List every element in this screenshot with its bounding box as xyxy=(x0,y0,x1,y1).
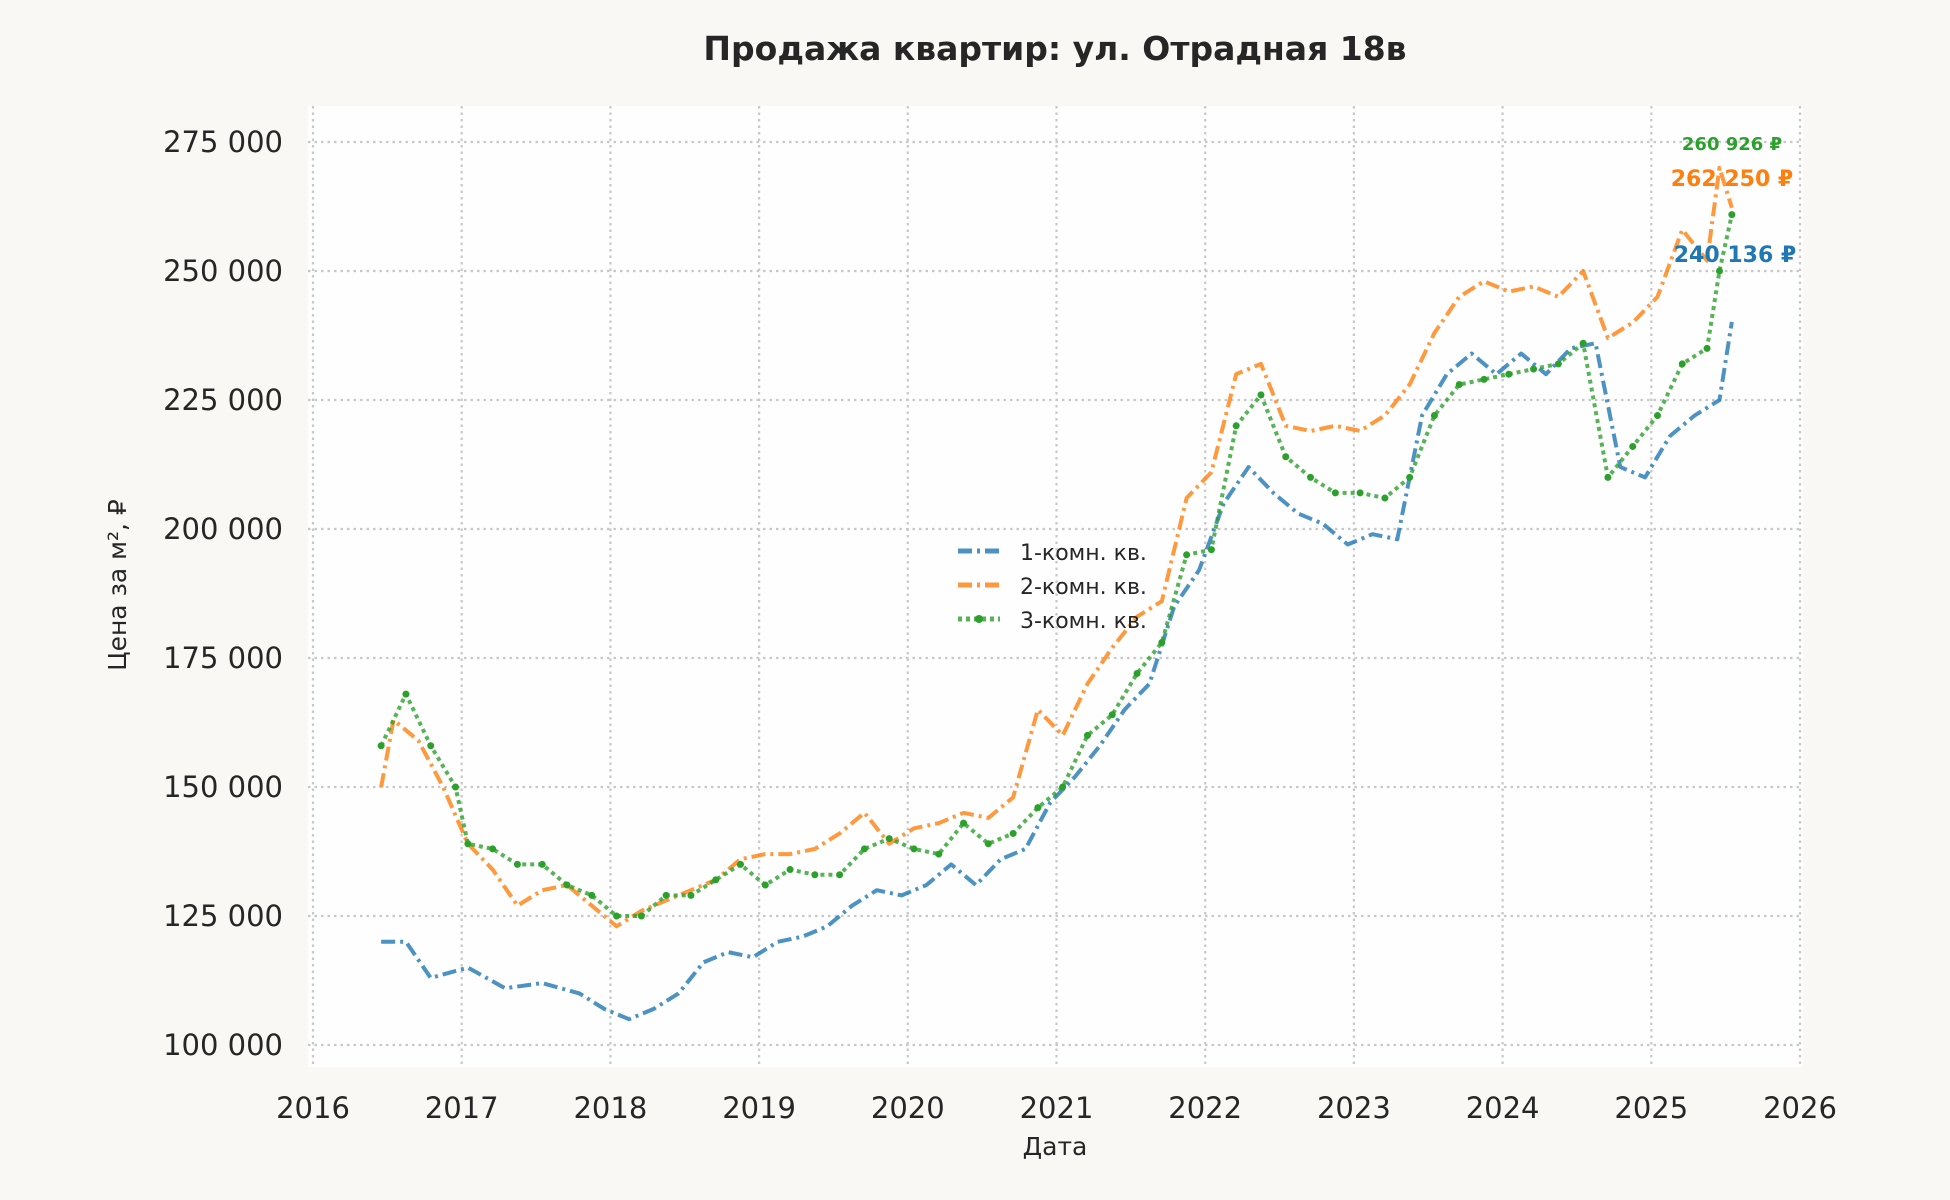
series-line-3room xyxy=(379,214,1734,918)
data-point-3room xyxy=(1530,365,1538,373)
data-point-3room xyxy=(563,881,571,889)
data-point-3room xyxy=(1554,360,1562,368)
x-tick-label: 2016 xyxy=(276,1091,350,1125)
y-tick-label: 275 000 xyxy=(163,125,283,159)
x-tick-labels: 2016 2017 2018 2019 2020 2021 2022 2023 2024 2025… xyxy=(276,1091,1837,1125)
x-tick-label: 2021 xyxy=(1020,1091,1094,1125)
chart-title: Продажа квартир: ул. Отрадная 18в xyxy=(703,29,1406,68)
x-tick-label: 2026 xyxy=(1763,1091,1837,1125)
data-point-3room xyxy=(910,845,918,853)
legend-label-2room: 2-комн. кв. xyxy=(1020,575,1147,600)
data-point-3room xyxy=(1232,422,1240,430)
data-point-3room xyxy=(1455,381,1463,389)
data-point-3room xyxy=(761,881,769,889)
data-point-3room xyxy=(1207,546,1215,554)
data-point-3room xyxy=(1703,344,1711,352)
data-point-3room xyxy=(1505,370,1513,378)
data-point-3room xyxy=(1430,411,1438,419)
data-point-3room xyxy=(1183,551,1191,559)
data-point-3room xyxy=(1406,473,1414,481)
data-point-3room xyxy=(737,860,745,868)
y-tick-label: 225 000 xyxy=(163,383,283,417)
data-point-3room xyxy=(935,850,943,858)
data-point-3room xyxy=(588,891,596,899)
data-point-3room xyxy=(836,871,844,879)
x-tick-label: 2023 xyxy=(1317,1091,1391,1125)
data-point-3room xyxy=(402,690,410,698)
data-point-3room xyxy=(1629,442,1637,450)
data-point-3room xyxy=(662,891,670,899)
x-tick-label: 2018 xyxy=(573,1091,647,1125)
series-lines xyxy=(377,165,1736,1022)
data-point-3room xyxy=(538,860,546,868)
y-tick-label: 150 000 xyxy=(163,770,283,804)
legend-label-3room: 3-комн. кв. xyxy=(1020,609,1147,634)
data-point-3room xyxy=(1653,411,1661,419)
x-tick-label: 2024 xyxy=(1466,1091,1540,1125)
data-point-3room xyxy=(1678,360,1686,368)
end-label-1room: 240 136 ₽ xyxy=(1674,243,1796,268)
data-point-3room xyxy=(1579,339,1587,347)
x-tick-label: 2017 xyxy=(425,1091,499,1125)
data-point-3room xyxy=(712,876,720,884)
data-point-3room xyxy=(885,835,893,843)
data-point-3room xyxy=(1356,489,1364,497)
legend-label-1room: 1-комн. кв. xyxy=(1020,541,1147,566)
data-point-3room xyxy=(1715,267,1723,275)
y-tick-label: 175 000 xyxy=(163,641,283,675)
data-point-3room xyxy=(1282,453,1290,461)
data-point-3room xyxy=(464,840,472,848)
data-point-3room xyxy=(377,742,385,750)
end-label-2room: 262 250 ₽ xyxy=(1671,167,1793,192)
data-point-3room xyxy=(811,871,819,879)
data-point-3room xyxy=(984,840,992,848)
legend: 1-комн. кв. 2-комн. кв. 3-комн. кв. xyxy=(958,541,1147,634)
data-point-3room xyxy=(960,819,968,827)
data-point-3room xyxy=(1009,829,1017,837)
y-tick-label: 250 000 xyxy=(163,254,283,288)
y-tick-label: 100 000 xyxy=(163,1028,283,1062)
y-axis-label: Цена за м², ₽ xyxy=(103,499,132,671)
data-point-3room xyxy=(489,845,497,853)
data-point-3room xyxy=(1257,391,1265,399)
data-point-3room xyxy=(687,891,695,899)
data-point-3room xyxy=(1158,639,1166,647)
data-point-3room xyxy=(1108,711,1116,719)
data-point-3room xyxy=(1331,489,1339,497)
series-line-1room xyxy=(381,321,1734,1022)
data-point-3room xyxy=(1034,804,1042,812)
data-point-3room xyxy=(1133,669,1141,677)
data-point-3room xyxy=(860,845,868,853)
y-tick-labels: 100 000 125 000 150 000 175 000 200 000 225 0… xyxy=(163,125,283,1062)
end-label-3room: 260 926 ₽ xyxy=(1682,134,1782,155)
data-point-3room xyxy=(1480,375,1488,383)
x-tick-label: 2019 xyxy=(722,1091,796,1125)
data-point-3room xyxy=(637,912,645,920)
data-point-3room xyxy=(1083,731,1091,739)
y-tick-label: 200 000 xyxy=(163,512,283,546)
data-point-3room xyxy=(452,783,460,791)
x-tick-label: 2025 xyxy=(1614,1091,1688,1125)
legend-marker-3room xyxy=(975,615,983,623)
data-point-3room xyxy=(1307,473,1315,481)
data-point-3room xyxy=(786,866,794,874)
data-point-3room xyxy=(1604,473,1612,481)
y-tick-label: 125 000 xyxy=(163,899,283,933)
data-point-3room xyxy=(1381,494,1389,502)
data-point-3room xyxy=(427,742,435,750)
data-point-3room xyxy=(513,860,521,868)
data-point-3room xyxy=(613,912,621,920)
grid xyxy=(308,106,1803,1067)
x-tick-label: 2020 xyxy=(871,1091,945,1125)
x-tick-label: 2022 xyxy=(1168,1091,1242,1125)
data-point-3room xyxy=(1728,211,1736,219)
x-axis-label: Дата xyxy=(1023,1132,1088,1161)
data-point-3room xyxy=(1059,783,1067,791)
